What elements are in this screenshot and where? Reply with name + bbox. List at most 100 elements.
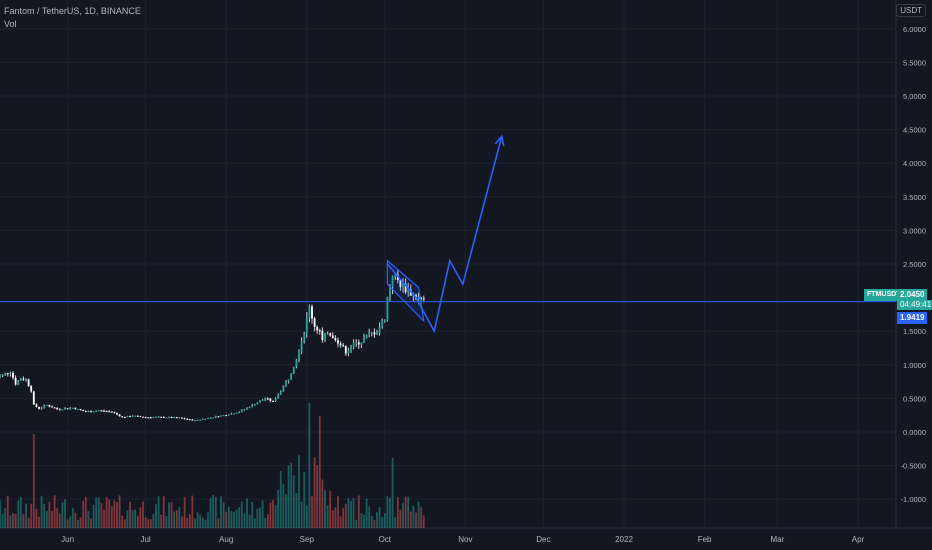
candle-body (222, 415, 225, 417)
candle-body (4, 373, 7, 375)
last-price-label: 2.0450 (897, 288, 928, 301)
price-tick-label: 5.0000 (903, 92, 926, 101)
volume-bar (116, 501, 118, 528)
volume-label[interactable]: Vol (4, 19, 17, 29)
currency-button[interactable]: USDT (896, 4, 926, 17)
volume-bar (17, 500, 20, 528)
volume-bar (186, 517, 189, 528)
candle-body (48, 405, 51, 407)
volume-bar (363, 514, 365, 528)
volume-bar (121, 515, 124, 528)
symbol-title[interactable]: Fantom / TetherUS, 1D, BINANCE (4, 6, 141, 16)
candle-body (344, 345, 347, 354)
candle-body (74, 407, 77, 410)
time-tick-label: Jul (140, 535, 150, 544)
volume-bar (214, 497, 217, 528)
volume-bar (404, 496, 407, 528)
candle-body (149, 417, 152, 419)
countdown-label: 04:49:41 (897, 299, 932, 310)
candle-body (84, 411, 87, 413)
volume-bar (170, 502, 173, 528)
candle-body (27, 379, 30, 386)
candle-body (342, 345, 345, 347)
volume-bar (399, 509, 402, 528)
chart-legend: Fantom / TetherUS, 1D, BINANCE Vol (4, 5, 141, 31)
volume-bar (243, 513, 246, 528)
candle-body (269, 398, 272, 402)
volume-bar (51, 511, 53, 528)
candle-body (381, 320, 384, 328)
candle-body (350, 347, 352, 351)
time-axis: Jun Jul Aug Sep Oct Nov Dec 2022 Feb Mar Apr (61, 535, 864, 544)
candle-body (321, 330, 324, 340)
candle-body (272, 401, 274, 403)
volume-bar (334, 507, 337, 528)
candle-body (168, 417, 170, 419)
volume-bar (97, 497, 100, 528)
time-tick-label: Sep (300, 535, 315, 544)
volume-bar (74, 512, 77, 528)
candle-body (300, 341, 303, 352)
candle-body (162, 416, 165, 418)
volume-bar (105, 497, 108, 528)
volume-bar (53, 495, 56, 528)
drawings[interactable] (386, 134, 505, 334)
candle-body (155, 417, 157, 419)
candle-body (240, 409, 243, 413)
volume-bar (233, 511, 235, 528)
volume-bar (160, 514, 163, 528)
volume-bar (25, 503, 27, 528)
candle-body (201, 418, 204, 420)
candle-body (214, 416, 217, 418)
volume-bar (178, 506, 181, 528)
volume-bar (402, 502, 404, 528)
volume-bar (246, 498, 248, 528)
candle-body (71, 407, 74, 409)
candle-body (53, 407, 56, 409)
candle-body (264, 398, 267, 400)
candle-body (352, 342, 355, 348)
price-tick-label: 1.0000 (903, 361, 926, 370)
volume-bar (373, 519, 376, 528)
candle-body (248, 407, 251, 409)
candle-body (32, 391, 35, 405)
volume-bar (264, 517, 267, 528)
volume-bar (248, 514, 251, 528)
volume-bar (277, 489, 280, 528)
candle-body (370, 332, 373, 334)
candle-body (316, 326, 319, 331)
candle-body (422, 298, 425, 300)
candle-body (339, 343, 342, 346)
volume-bar (300, 501, 303, 528)
volume-bar (64, 499, 66, 528)
volume-bar (188, 513, 191, 528)
candle-body (95, 410, 98, 412)
candle-body (97, 410, 100, 412)
volume-bar (136, 515, 139, 528)
candle-body (87, 411, 90, 413)
candle-body (225, 415, 228, 417)
candle-body (365, 335, 368, 339)
candle-body (129, 416, 131, 418)
volume-bar (360, 513, 363, 528)
volume-bar (253, 518, 256, 528)
volume-bar (162, 495, 165, 528)
volume-bar (0, 500, 1, 528)
candle-body (199, 419, 202, 421)
volume-bar (274, 505, 277, 528)
candle-body (209, 417, 212, 419)
candle-body (282, 385, 285, 392)
volume-bar (412, 505, 415, 528)
volume-bar (305, 505, 308, 528)
volume-bar (370, 515, 373, 528)
candle-body (61, 409, 64, 411)
candle-body (77, 409, 79, 411)
candle-body (266, 398, 269, 400)
candle-body (139, 416, 142, 418)
candle-body (246, 407, 248, 410)
candle-body (279, 391, 282, 395)
price-tick-label: 3.0000 (903, 226, 926, 235)
volume-bar (175, 510, 178, 528)
volume-bar (152, 514, 155, 528)
